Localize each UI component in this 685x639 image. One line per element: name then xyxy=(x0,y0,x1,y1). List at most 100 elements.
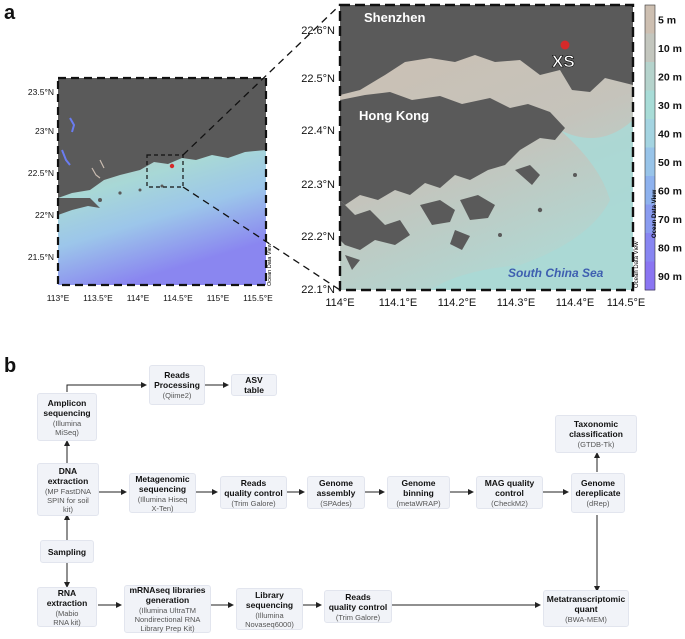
zoom-box xyxy=(146,154,184,188)
flow-box-mag-qc: MAG quality control (CheckM2) xyxy=(476,476,543,509)
colorbar-label: 30 m xyxy=(658,100,682,112)
detail-lat-ticks: 22.6°N 22.5°N 22.4°N 22.3°N 22.2°N 22.1°N xyxy=(301,25,335,296)
detail-lon-tick: 114.1°E xyxy=(379,297,417,309)
colorbar-segment xyxy=(645,90,655,120)
overview-lon-tick: 114°E xyxy=(127,293,150,303)
reads-processing-title: Reads Processing xyxy=(154,370,200,390)
colorbar-label: 70 m xyxy=(658,214,682,226)
sea-label: South China Sea xyxy=(508,266,604,280)
detail-map: Shenzhen Hong Kong XS South China Sea Oc… xyxy=(338,3,640,292)
zoom-connector-bottom xyxy=(182,186,341,291)
flow-box-amplicon: Amplicon sequencing (Illumina MiSeq) xyxy=(37,393,97,441)
flow-box-binning: Genome binning (metaWRAP) xyxy=(387,476,450,509)
colorbar-segment xyxy=(645,5,655,34)
colorbar-label: 10 m xyxy=(658,43,682,55)
colorbar-segment xyxy=(645,119,655,148)
overview-lat-tick: 22.5°N xyxy=(28,168,54,178)
mrnaseq-title: mRNAseq libraries generation xyxy=(129,585,206,605)
binning-title: Genome binning xyxy=(401,477,436,498)
flow-box-qc2: Reads quality control (Trim Galore) xyxy=(324,590,392,623)
workflow-arrows xyxy=(64,382,600,608)
overview-lon-tick: 113.5°E xyxy=(83,293,113,303)
site-label: XS xyxy=(552,52,575,71)
flow-box-sampling: Sampling xyxy=(40,540,94,563)
colorbar-watermark: Ocean Data View xyxy=(652,189,658,238)
colorbar-segment xyxy=(645,204,655,234)
overview-lon-tick: 114.5°E xyxy=(163,293,193,303)
overview-lat-tick: 22°N xyxy=(35,210,54,220)
overview-land xyxy=(58,78,266,198)
flow-box-library: Library sequencing (Illumina Novaseq6000… xyxy=(236,588,303,630)
colorbar-label: 5 m xyxy=(658,14,676,26)
detail-lat-tick: 22.5°N xyxy=(301,73,335,85)
detail-lat-tick: 22.3°N xyxy=(301,179,335,191)
flow-box-taxonomic: Taxonomic classification (GTDB-Tk) xyxy=(555,415,637,453)
detail-lon-tick: 114.3°E xyxy=(497,297,535,309)
colorbar-segment xyxy=(645,233,655,262)
taxonomic-sub: (GTDB-Tk) xyxy=(577,440,615,449)
flow-box-dereplicate: Genome dereplicate (dRep) xyxy=(571,473,625,513)
zoom-connector-top xyxy=(182,4,341,156)
qc2-sub: (Trim Galore) xyxy=(335,612,381,622)
colorbar-label: 50 m xyxy=(658,157,682,169)
colorbar-label: 80 m xyxy=(658,242,682,254)
metatranscriptomic-sub: (BWA-MEM) xyxy=(565,614,607,624)
colorbar-label: 90 m xyxy=(658,271,682,283)
reads-processing-sub: (Qiime2) xyxy=(162,391,192,400)
detail-lat-tick: 22.1°N xyxy=(301,284,335,296)
colorbar-label: 40 m xyxy=(658,128,682,140)
dna-title: DNA extraction xyxy=(47,465,89,486)
flow-box-dna: DNA extraction (MP FastDNA SPIN for soil… xyxy=(37,463,99,516)
colorbar-segment xyxy=(645,33,655,63)
library-title: Library sequencing xyxy=(245,589,294,610)
metagenomic-title: Metagenomic sequencing xyxy=(135,473,190,494)
detail-watermark: Ocean Data View xyxy=(634,241,640,288)
mag-qc-title: MAG quality control xyxy=(484,477,535,498)
assembly-title: Genome assembly xyxy=(316,477,356,498)
flow-box-asv-table: ASV table xyxy=(231,374,277,396)
overview-lat-tick: 21.5°N xyxy=(28,252,54,262)
qc2-title: Reads quality control xyxy=(328,591,388,612)
dereplicate-title: Genome dereplicate xyxy=(575,478,621,498)
panel-b-label: b xyxy=(4,355,17,377)
hongkong-label: Hong Kong xyxy=(359,108,429,123)
map-figure: Ocean Data View Shenzhen Hong Kong XS So… xyxy=(28,3,682,309)
overview-map: Ocean Data View xyxy=(56,76,273,287)
overview-watermark: Ocean Data View xyxy=(267,243,273,286)
flow-box-metagenomic: Metagenomic sequencing (Illumina Hiseq X… xyxy=(129,473,196,513)
shenzhen-label: Shenzhen xyxy=(364,10,425,25)
overview-lon-ticks: 113°E 113.5°E 114°E 114.5°E 115°E 115.5°E xyxy=(47,293,273,303)
colorbar-segment xyxy=(645,147,655,177)
rna-sub: (Mabio RNA kit) xyxy=(53,608,81,627)
detail-lon-ticks: 114°E 114.1°E 114.2°E 114.3°E 114.4°E 114.5°E xyxy=(325,297,645,309)
overview-lat-ticks: 23.5°N 23°N 22.5°N 22°N 21.5°N xyxy=(28,87,54,262)
qc1-sub: (Trim Galore) xyxy=(231,498,276,508)
flow-box-metatranscriptomic: Metatranscriptomic quant (BWA-MEM) xyxy=(543,590,629,627)
taxonomic-title: Taxonomic classification xyxy=(569,419,623,439)
detail-lon-tick: 114.4°E xyxy=(556,297,594,309)
flow-box-assembly: Genome assembly (SPAdes) xyxy=(307,476,365,509)
overview-lat-tick: 23°N xyxy=(35,126,54,136)
colorbar-segment xyxy=(645,176,655,205)
flow-box-qc1: Reads quality control (Trim Galore) xyxy=(220,476,287,509)
depth-colorbar: 5 m 10 m 20 m 30 m 40 m 50 m 60 m 70 m 80 m 90 m xyxy=(644,4,682,291)
metagenomic-sub: (Illumina Hiseq X-Ten) xyxy=(137,494,188,513)
rna-title: RNA extraction xyxy=(46,587,88,608)
overview-lon-tick: 115.5°E xyxy=(243,293,273,303)
detail-lon-tick: 114°E xyxy=(325,297,354,309)
binning-sub: (metaWRAP) xyxy=(396,498,441,508)
flow-box-reads-processing: Reads Processing (Qiime2) xyxy=(149,365,205,405)
qc1-title: Reads quality control xyxy=(224,477,283,498)
assembly-sub: (SPAdes) xyxy=(320,498,352,508)
colorbar-segment xyxy=(645,62,655,91)
sampling-site-marker xyxy=(560,40,570,50)
flow-box-mrnaseq: mRNAseq libraries generation (Illumina U… xyxy=(124,585,211,633)
detail-lat-tick: 22.2°N xyxy=(301,231,335,243)
overview-lat-tick: 23.5°N xyxy=(28,87,54,97)
hongkong-land xyxy=(340,92,565,205)
dereplicate-sub: (dRep) xyxy=(586,499,610,508)
mag-qc-sub: (CheckM2) xyxy=(491,498,528,508)
amplicon-title: Amplicon sequencing xyxy=(43,397,91,418)
detail-lat-tick: 22.6°N xyxy=(301,25,335,37)
colorbar-segment xyxy=(645,261,655,291)
